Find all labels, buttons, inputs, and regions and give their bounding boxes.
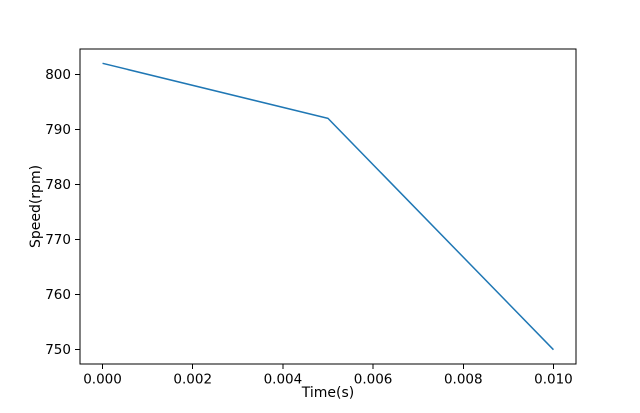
y-axis-label: Speed(rpm) [28, 165, 44, 248]
x-tick-label-0.010: 0.010 [534, 372, 573, 388]
x-tick-label-0.000: 0.000 [83, 372, 122, 388]
x-tick-label-0.002: 0.002 [173, 372, 212, 388]
x-axis-ticks: 0.000 0.002 0.004 0.006 0.008 0.010 [83, 364, 573, 388]
speed-line [102, 62, 554, 351]
x-axis-label: Time(s) [301, 385, 354, 401]
axes-frame [79, 48, 577, 365]
x-tick-label-0.006: 0.006 [354, 372, 393, 388]
y-tick-label-770: 770 [45, 232, 71, 248]
y-tick-label-780: 780 [45, 177, 71, 193]
y-tick-label-800: 800 [45, 67, 71, 83]
plot-frame [79, 48, 577, 365]
y-tick-label-790: 790 [45, 122, 71, 138]
y-axis-ticks: 750 760 770 780 790 800 [45, 67, 80, 358]
x-tick-label-0.008: 0.008 [444, 372, 483, 388]
data-series-group [102, 62, 554, 351]
x-tick-label-0.004: 0.004 [264, 372, 303, 388]
y-tick-label-750: 750 [45, 342, 71, 358]
y-tick-label-760: 760 [45, 287, 71, 303]
